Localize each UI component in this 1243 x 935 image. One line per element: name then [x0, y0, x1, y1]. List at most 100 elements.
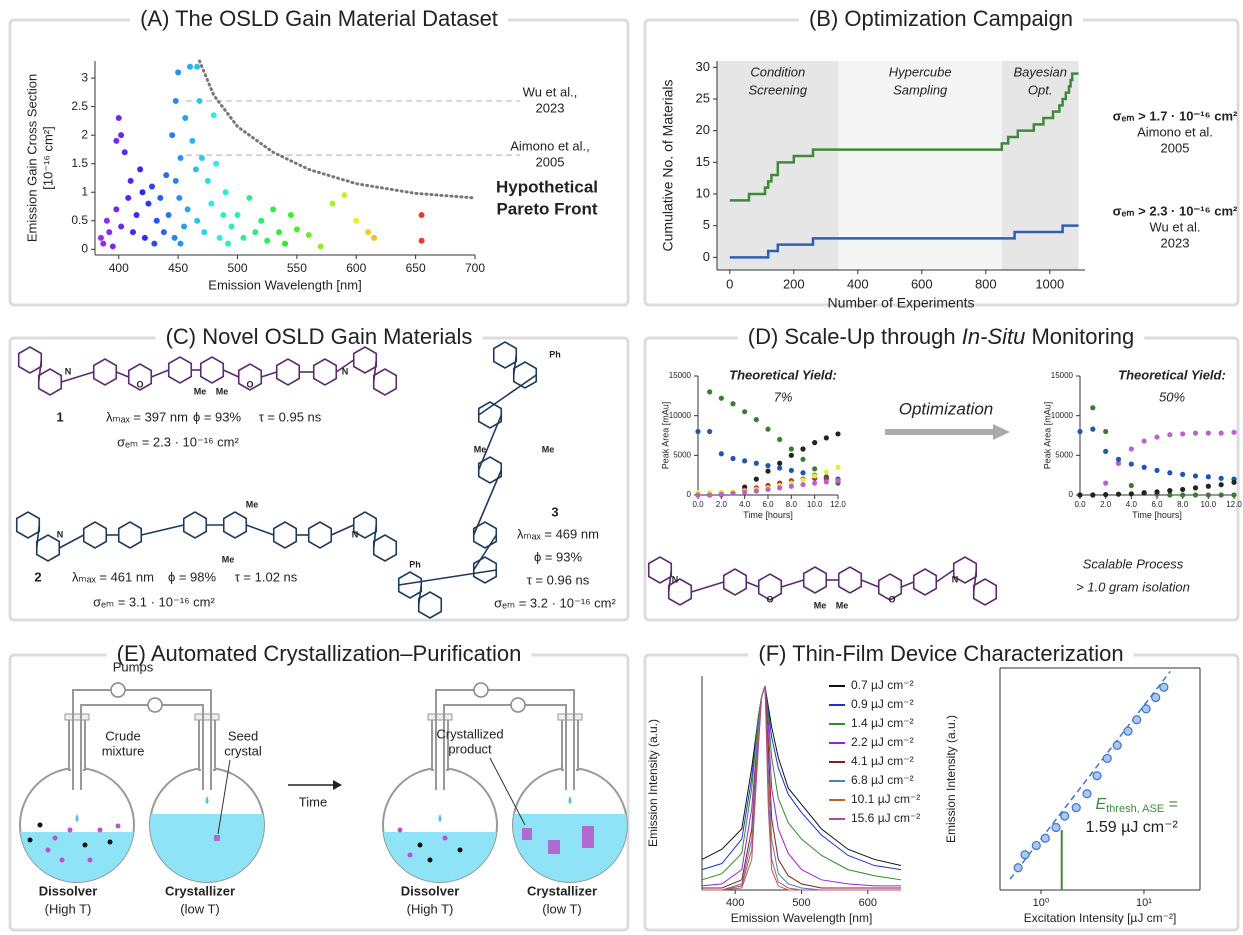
point: [172, 177, 179, 184]
property: ϕ = 98%: [168, 569, 217, 584]
point: [225, 240, 231, 247]
atom-label: N: [952, 574, 959, 584]
property: τ = 1.02 ns: [235, 569, 298, 584]
label: Crystallized: [436, 726, 503, 741]
reference-label: Aimono et al.,: [510, 139, 590, 154]
point: [270, 206, 277, 213]
series-line: [701, 686, 902, 881]
y-axis-title: Peak Area [mAu]: [1042, 402, 1052, 470]
point: [1167, 470, 1173, 476]
drop: [438, 814, 442, 822]
atom-label: N: [65, 366, 72, 376]
point: [240, 234, 247, 241]
point: [365, 229, 372, 236]
x-tick-label: 500: [792, 897, 810, 909]
point: [823, 435, 829, 441]
point: [1128, 446, 1134, 452]
point: [1218, 475, 1224, 481]
point: [1180, 492, 1186, 498]
atom-label: Ph: [409, 559, 421, 569]
point: [165, 212, 172, 219]
threshold-value: 1.59 µJ cm⁻²: [1086, 819, 1179, 836]
series-reference: 2005: [1161, 140, 1190, 155]
x-tick-label: 4.0: [1126, 500, 1138, 509]
particle: [37, 822, 43, 828]
title-backing: [106, 638, 532, 668]
x-tick-label: 0: [726, 276, 733, 291]
bond: [417, 584, 423, 606]
pareto-label: Pareto Front: [496, 199, 597, 218]
point: [800, 477, 806, 483]
x-tick-label: 600: [859, 897, 877, 909]
tube: [435, 689, 575, 790]
x-tick-label: 1000: [1035, 276, 1064, 291]
chart-title: Theoretical Yield:: [729, 367, 837, 382]
panel-title-part: (D) Scale-Up through: [748, 324, 962, 349]
point: [742, 489, 748, 495]
series-name: σₑₘ > 2.3 · 10⁻¹⁶ cm²: [1113, 203, 1238, 218]
point: [1115, 460, 1122, 466]
vessel-name: Dissolver: [39, 883, 98, 898]
particle: [97, 827, 103, 833]
point: [718, 451, 724, 457]
ring: [372, 534, 398, 562]
series-reference: Wu et al.: [1149, 219, 1200, 234]
vessel-condition: (High T): [45, 901, 92, 916]
ring: [912, 568, 938, 596]
bond: [246, 524, 274, 536]
x-tick-label: 600: [911, 276, 933, 291]
point: [1071, 802, 1081, 813]
point: [305, 232, 312, 239]
y-tick-label: 5000: [1055, 450, 1073, 459]
point: [823, 479, 829, 485]
point: [1231, 429, 1237, 435]
atom-label: Ph: [549, 349, 561, 359]
point: [125, 194, 132, 201]
point: [812, 473, 818, 479]
point: [1128, 461, 1134, 467]
point: [1218, 482, 1224, 488]
flask-neck-gap: [201, 766, 213, 772]
point: [1040, 833, 1050, 843]
point: [765, 463, 771, 469]
flask-neck: [68, 717, 86, 771]
point: [1180, 471, 1186, 477]
point: [800, 456, 806, 462]
legend-label: 15.6 µJ cm⁻²: [851, 811, 920, 825]
atom-label: N: [352, 529, 359, 539]
x-axis-title: Time [hours]: [1132, 510, 1182, 520]
point: [718, 395, 724, 401]
stopper: [557, 713, 583, 721]
bond: [512, 354, 518, 376]
point: [753, 417, 759, 423]
vessel-name: Crystallizer: [527, 883, 597, 898]
x-tick-label: 400: [726, 897, 744, 909]
x-tick-label: 450: [168, 261, 188, 275]
atom-label: O: [766, 594, 773, 604]
y-axis-title: [10⁻¹⁶ cm²]: [40, 126, 55, 190]
label: Crude: [105, 728, 140, 743]
ring: [167, 356, 193, 384]
point: [113, 137, 120, 144]
point: [730, 455, 736, 462]
y-axis-title: Peak Area [mAu]: [660, 402, 670, 470]
flask-neck: [198, 717, 216, 771]
panel-title: (A) The OSLD Gain Material Dataset: [140, 6, 498, 31]
liquid: [150, 814, 264, 882]
legend-label: 4.1 µJ cm⁻²: [851, 754, 914, 768]
ring: [17, 346, 43, 374]
vessel-name: Dissolver: [401, 883, 460, 898]
point: [707, 389, 713, 395]
title-backing: [155, 321, 483, 351]
stopper: [64, 713, 90, 721]
flask-neck-gap: [71, 766, 83, 772]
point: [1051, 822, 1061, 833]
series-line: [702, 686, 901, 891]
atom-label: Me: [814, 600, 827, 610]
ring: [307, 521, 333, 549]
pump: [110, 682, 126, 698]
point: [1231, 492, 1237, 498]
point: [139, 189, 146, 196]
y-tick-label: 0: [81, 241, 88, 255]
ring: [127, 363, 153, 391]
